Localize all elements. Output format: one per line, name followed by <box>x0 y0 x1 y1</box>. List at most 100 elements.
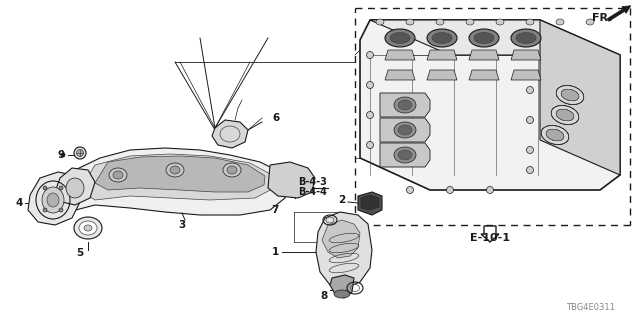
Ellipse shape <box>59 208 63 212</box>
Text: TBG4E0311: TBG4E0311 <box>566 303 614 313</box>
Ellipse shape <box>556 109 574 121</box>
Ellipse shape <box>394 122 416 138</box>
Ellipse shape <box>556 85 584 104</box>
Polygon shape <box>316 212 372 288</box>
Ellipse shape <box>556 85 584 104</box>
Ellipse shape <box>561 89 579 101</box>
Ellipse shape <box>486 187 493 194</box>
Ellipse shape <box>47 193 59 207</box>
Polygon shape <box>55 168 95 205</box>
Ellipse shape <box>561 89 579 101</box>
Ellipse shape <box>556 109 574 121</box>
Ellipse shape <box>586 19 594 25</box>
Polygon shape <box>427 70 457 80</box>
Text: E-10-1: E-10-1 <box>470 233 510 243</box>
Polygon shape <box>540 20 620 175</box>
Ellipse shape <box>74 217 102 239</box>
Ellipse shape <box>466 19 474 25</box>
Polygon shape <box>380 143 430 167</box>
Text: 2: 2 <box>338 195 345 205</box>
Ellipse shape <box>546 129 564 141</box>
Polygon shape <box>95 156 265 192</box>
Ellipse shape <box>546 129 564 141</box>
Ellipse shape <box>334 290 350 298</box>
Ellipse shape <box>556 109 574 121</box>
Ellipse shape <box>541 125 569 144</box>
Ellipse shape <box>113 171 123 179</box>
Ellipse shape <box>367 141 374 148</box>
Polygon shape <box>385 70 415 80</box>
Text: 7: 7 <box>271 205 279 215</box>
Ellipse shape <box>546 129 564 141</box>
Polygon shape <box>469 70 499 80</box>
Ellipse shape <box>556 85 584 104</box>
Polygon shape <box>511 50 541 60</box>
Text: FR.: FR. <box>592 13 612 23</box>
Text: 6: 6 <box>272 113 279 123</box>
Ellipse shape <box>561 89 579 101</box>
Ellipse shape <box>367 52 374 59</box>
Ellipse shape <box>551 106 579 124</box>
Ellipse shape <box>367 111 374 118</box>
Text: 3: 3 <box>179 220 186 230</box>
Ellipse shape <box>496 19 504 25</box>
Polygon shape <box>360 20 620 190</box>
Ellipse shape <box>432 33 452 44</box>
Polygon shape <box>427 50 457 60</box>
Ellipse shape <box>42 187 64 213</box>
Ellipse shape <box>541 125 569 144</box>
Ellipse shape <box>556 85 584 104</box>
Ellipse shape <box>376 19 384 25</box>
Text: 8: 8 <box>321 291 328 301</box>
Polygon shape <box>511 70 541 80</box>
Polygon shape <box>80 154 274 200</box>
Ellipse shape <box>541 125 569 144</box>
Ellipse shape <box>367 82 374 89</box>
Ellipse shape <box>436 19 444 25</box>
Polygon shape <box>370 20 620 55</box>
Ellipse shape <box>551 106 579 124</box>
Ellipse shape <box>74 147 86 159</box>
Polygon shape <box>268 162 315 198</box>
Polygon shape <box>358 192 382 215</box>
Ellipse shape <box>556 109 574 121</box>
Polygon shape <box>380 93 430 117</box>
Ellipse shape <box>394 97 416 113</box>
Ellipse shape <box>556 19 564 25</box>
Polygon shape <box>385 50 415 60</box>
Ellipse shape <box>84 225 92 231</box>
Ellipse shape <box>406 187 413 194</box>
Text: 5: 5 <box>76 248 84 258</box>
Polygon shape <box>212 120 248 148</box>
Ellipse shape <box>447 187 454 194</box>
Polygon shape <box>28 172 80 225</box>
Ellipse shape <box>427 29 457 47</box>
FancyArrow shape <box>481 226 499 242</box>
Ellipse shape <box>390 33 410 44</box>
Ellipse shape <box>394 147 416 163</box>
Ellipse shape <box>223 163 241 177</box>
Polygon shape <box>361 195 379 210</box>
Ellipse shape <box>77 149 83 156</box>
Ellipse shape <box>561 89 579 101</box>
Ellipse shape <box>511 29 541 47</box>
Ellipse shape <box>541 125 569 144</box>
Ellipse shape <box>170 166 180 174</box>
Ellipse shape <box>474 33 494 44</box>
Ellipse shape <box>546 129 564 141</box>
Polygon shape <box>60 148 288 215</box>
Ellipse shape <box>469 29 499 47</box>
Ellipse shape <box>66 178 84 198</box>
Text: 1: 1 <box>272 247 279 257</box>
Ellipse shape <box>527 166 534 173</box>
Text: B-4-4: B-4-4 <box>298 187 327 197</box>
Ellipse shape <box>551 106 579 124</box>
Ellipse shape <box>61 153 65 157</box>
Polygon shape <box>380 118 430 142</box>
Polygon shape <box>469 50 499 60</box>
Text: B-4-3: B-4-3 <box>298 177 327 187</box>
Ellipse shape <box>526 19 534 25</box>
Ellipse shape <box>59 186 63 190</box>
Text: 4: 4 <box>15 198 23 208</box>
Ellipse shape <box>527 86 534 93</box>
